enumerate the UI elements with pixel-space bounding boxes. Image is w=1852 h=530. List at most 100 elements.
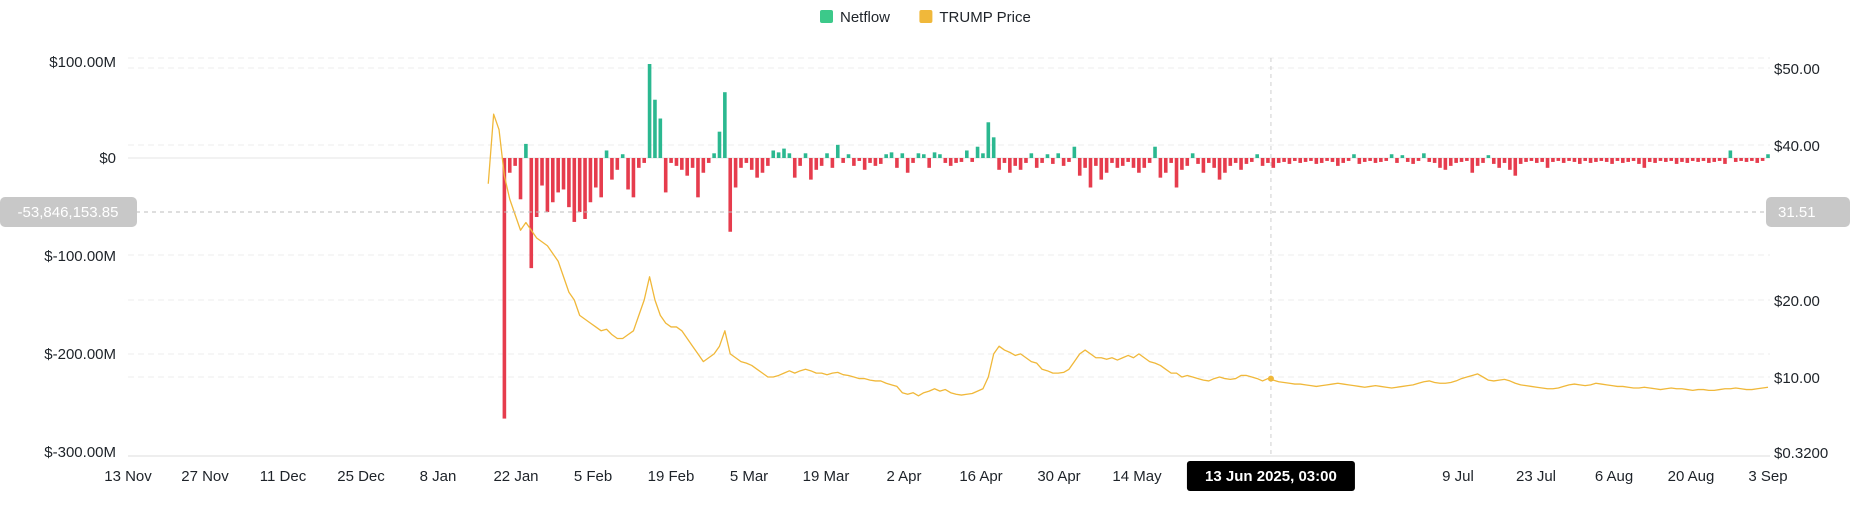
netflow-bar[interactable] <box>1696 158 1700 162</box>
netflow-bar[interactable] <box>529 158 534 269</box>
netflow-bar[interactable] <box>1185 158 1190 166</box>
netflow-bar[interactable] <box>1293 158 1297 161</box>
netflow-bar[interactable] <box>626 158 630 190</box>
netflow-bar[interactable] <box>1626 158 1630 162</box>
netflow-bar[interactable] <box>1561 158 1566 163</box>
netflow-bar[interactable] <box>1728 150 1733 158</box>
netflow-bar[interactable] <box>1470 158 1475 173</box>
netflow-bar[interactable] <box>567 158 571 208</box>
netflow-bar[interactable] <box>1389 154 1394 158</box>
netflow-bar[interactable] <box>749 158 754 170</box>
netflow-bar[interactable] <box>1438 158 1442 168</box>
netflow-bar[interactable] <box>1631 158 1636 161</box>
netflow-bar[interactable] <box>1443 158 1448 170</box>
netflow-bar[interactable] <box>1174 158 1179 188</box>
netflow-bar[interactable] <box>846 154 851 158</box>
netflow-bar[interactable] <box>577 158 582 213</box>
netflow-bar[interactable] <box>1454 158 1458 163</box>
netflow-bar[interactable] <box>1153 146 1157 158</box>
netflow-bar[interactable] <box>518 158 523 200</box>
netflow-bar[interactable] <box>771 150 776 158</box>
netflow-bar[interactable] <box>1034 158 1039 168</box>
netflow-bar[interactable] <box>1760 158 1765 161</box>
netflow-bar[interactable] <box>782 148 786 158</box>
netflow-bar[interactable] <box>1744 158 1749 162</box>
netflow-bar[interactable] <box>830 158 835 168</box>
netflow-bar[interactable] <box>1024 158 1028 163</box>
netflow-bar[interactable] <box>862 158 867 170</box>
netflow-bar[interactable] <box>1180 158 1184 170</box>
netflow-bar[interactable] <box>1459 158 1464 162</box>
legend-item[interactable]: TRUMP Price <box>919 9 1031 26</box>
netflow-bar[interactable] <box>1583 158 1587 161</box>
netflow-bar[interactable] <box>1615 158 1620 161</box>
netflow-bar[interactable] <box>776 152 781 158</box>
netflow-bar[interactable] <box>550 158 555 203</box>
netflow-bar[interactable] <box>1352 154 1356 158</box>
netflow-bar[interactable] <box>1701 158 1706 161</box>
netflow-bar[interactable] <box>1002 158 1007 163</box>
netflow-bar[interactable] <box>1137 158 1141 173</box>
netflow-bar[interactable] <box>680 158 684 170</box>
netflow-bar[interactable] <box>766 158 770 166</box>
netflow-bar[interactable] <box>1578 158 1582 164</box>
netflow-bar[interactable] <box>534 158 539 217</box>
netflow-bar[interactable] <box>1422 153 1426 158</box>
netflow-bar[interactable] <box>1599 158 1604 161</box>
netflow-bar[interactable] <box>540 158 544 186</box>
netflow-bar[interactable] <box>938 154 942 158</box>
netflow-bar[interactable] <box>1664 158 1668 162</box>
netflow-bar[interactable] <box>712 153 716 158</box>
netflow-bar[interactable] <box>1680 158 1684 162</box>
netflow-bar[interactable] <box>1271 158 1276 168</box>
netflow-bar[interactable] <box>1610 158 1614 164</box>
netflow-bar[interactable] <box>922 154 926 158</box>
netflow-bar[interactable] <box>884 154 888 158</box>
netflow-bar[interactable] <box>1497 158 1501 168</box>
netflow-bar[interactable] <box>706 158 711 163</box>
netflow-bar[interactable] <box>1411 158 1415 164</box>
netflow-bar[interactable] <box>1588 158 1593 163</box>
netflow-bar[interactable] <box>1056 153 1061 158</box>
netflow-bar[interactable] <box>1723 158 1727 164</box>
netflow-bar[interactable] <box>1142 158 1147 168</box>
netflow-bar[interactable] <box>991 137 996 158</box>
netflow-bar[interactable] <box>1357 158 1362 164</box>
netflow-bar[interactable] <box>728 158 733 232</box>
netflow-bar[interactable] <box>1594 158 1598 162</box>
netflow-bar[interactable] <box>647 64 652 158</box>
netflow-bar[interactable] <box>948 158 953 166</box>
netflow-bar[interactable] <box>1233 158 1238 163</box>
netflow-bar[interactable] <box>1255 154 1259 158</box>
netflow-bar[interactable] <box>981 153 985 158</box>
netflow-bar[interactable] <box>1190 153 1195 158</box>
netflow-bar[interactable] <box>1008 158 1012 173</box>
netflow-bar[interactable] <box>1491 158 1496 164</box>
netflow-bar[interactable] <box>1223 158 1227 173</box>
netflow-bar[interactable] <box>1712 158 1717 162</box>
netflow-bar[interactable] <box>1196 158 1200 164</box>
netflow-bar[interactable] <box>1212 158 1216 168</box>
netflow-bar[interactable] <box>1029 153 1034 158</box>
netflow-bar[interactable] <box>814 158 819 170</box>
legend-item[interactable]: Netflow <box>820 9 890 26</box>
netflow-bar[interactable] <box>873 158 878 166</box>
netflow-bar[interactable] <box>857 158 862 161</box>
netflow-bar[interactable] <box>878 158 883 164</box>
netflow-bar[interactable] <box>1400 155 1405 158</box>
netflow-bar[interactable] <box>1040 158 1044 163</box>
netflow-bar[interactable] <box>1395 158 1399 163</box>
netflow-bar[interactable] <box>1766 154 1770 158</box>
netflow-bar[interactable] <box>965 150 969 158</box>
netflow-bar[interactable] <box>1658 158 1663 161</box>
netflow-bar[interactable] <box>642 158 646 163</box>
netflow-bar[interactable] <box>1051 158 1055 164</box>
netflow-bar[interactable] <box>905 158 910 173</box>
netflow-bar[interactable] <box>1067 158 1071 162</box>
netflow-bar[interactable] <box>545 158 550 213</box>
netflow-bar[interactable] <box>1099 158 1104 180</box>
netflow-bar[interactable] <box>1524 158 1528 162</box>
netflow-bar[interactable] <box>1513 158 1518 176</box>
netflow-bar[interactable] <box>1486 155 1491 158</box>
netflow-bar[interactable] <box>696 158 700 198</box>
